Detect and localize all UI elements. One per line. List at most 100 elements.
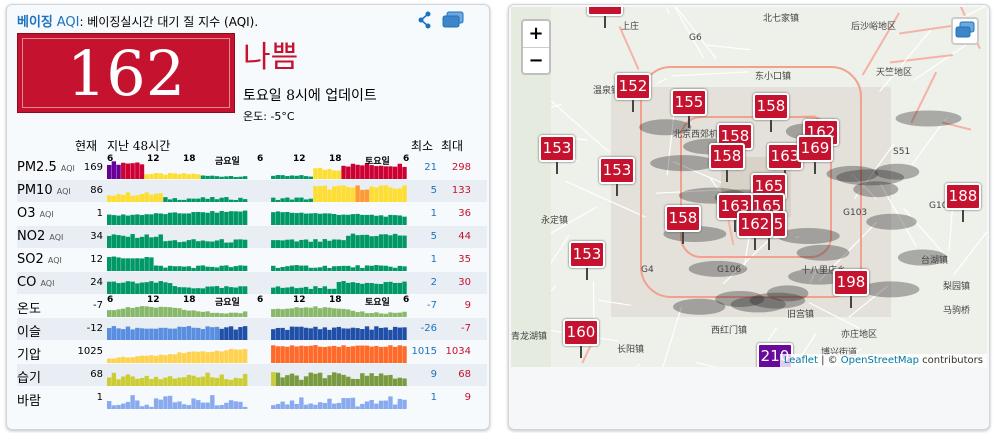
spark-bar bbox=[116, 235, 121, 248]
spark-bar bbox=[280, 287, 285, 294]
share-icon[interactable] bbox=[417, 11, 433, 29]
spark-bar bbox=[111, 372, 117, 386]
aqi-station-marker[interactable]: 158 bbox=[709, 143, 745, 182]
spark-bar bbox=[374, 345, 379, 363]
spark-bar bbox=[205, 311, 210, 317]
spark-bar bbox=[350, 346, 356, 363]
spark-bar bbox=[341, 345, 346, 363]
spark-bar bbox=[313, 168, 318, 179]
sparkline-7[interactable] bbox=[107, 318, 407, 340]
spark-bar bbox=[196, 311, 201, 317]
aqi-station-marker[interactable]: 158 bbox=[665, 205, 701, 244]
spark-bar bbox=[130, 307, 135, 317]
spark-bar bbox=[336, 170, 342, 179]
spark-bar bbox=[107, 281, 112, 294]
row-label[interactable]: CO AQI bbox=[17, 275, 55, 290]
spark-bar bbox=[360, 189, 365, 202]
map-place-label: G4 bbox=[641, 265, 654, 275]
zoom-out-button[interactable]: − bbox=[528, 50, 544, 71]
aqi-station-marker[interactable]: 163 bbox=[717, 193, 753, 232]
spark-bar bbox=[167, 173, 173, 179]
spark-bar bbox=[224, 313, 229, 317]
spark-bar bbox=[233, 211, 238, 225]
spark-bar bbox=[275, 175, 281, 179]
sparkline-4[interactable] bbox=[107, 249, 407, 271]
spark-bar bbox=[214, 199, 220, 202]
sparkline-6[interactable] bbox=[107, 295, 407, 317]
aqi-station-marker[interactable]: 153 bbox=[599, 157, 635, 196]
spark-bar bbox=[360, 311, 365, 317]
row-label[interactable]: 습기 bbox=[17, 371, 41, 386]
spark-bar bbox=[172, 240, 178, 248]
aqi-station-marker[interactable]: 210 bbox=[757, 343, 793, 367]
aqi-station-marker[interactable]: 160 bbox=[563, 319, 599, 358]
row-max: 36 bbox=[458, 208, 471, 219]
spark-bar bbox=[388, 166, 393, 179]
leaflet-link[interactable]: Leaflet bbox=[783, 355, 818, 366]
spark-bar bbox=[392, 282, 398, 294]
spark-bar bbox=[167, 376, 173, 386]
spark-bar bbox=[378, 185, 384, 202]
zoom-in-button[interactable]: + bbox=[523, 21, 549, 48]
sparkline-5[interactable] bbox=[107, 272, 407, 294]
row-label[interactable]: PM10 AQI bbox=[17, 183, 71, 198]
spark-bar bbox=[341, 308, 346, 317]
layers-icon[interactable] bbox=[441, 11, 465, 29]
spark-bar bbox=[107, 214, 112, 225]
spark-bar bbox=[360, 234, 365, 248]
sparkline-3[interactable] bbox=[107, 226, 407, 248]
spark-bar bbox=[186, 240, 192, 248]
sparkline-10[interactable] bbox=[107, 387, 407, 409]
aqi-station-marker[interactable]: 158 bbox=[753, 93, 789, 132]
map-place-label: 旧宫镇 bbox=[787, 310, 815, 320]
aqi-station-marker[interactable]: 155 bbox=[671, 89, 707, 128]
aqi-station-marker-partial[interactable] bbox=[587, 7, 623, 28]
spark-bar bbox=[369, 313, 374, 317]
spark-bar bbox=[378, 346, 384, 363]
aqi-station-marker[interactable]: 153 bbox=[539, 135, 575, 174]
spark-bar bbox=[167, 212, 173, 225]
spark-bar bbox=[294, 307, 299, 317]
spark-bar bbox=[121, 282, 126, 294]
spark-bar bbox=[271, 212, 276, 225]
aqi-station-marker[interactable]: 169 bbox=[797, 135, 833, 174]
city-name[interactable]: 베이징 bbox=[17, 15, 53, 30]
row-label[interactable]: SO2 AQI bbox=[17, 252, 62, 267]
row-label[interactable]: NO2 AQI bbox=[17, 229, 64, 244]
row-label[interactable]: O3 AQI bbox=[17, 206, 54, 221]
osm-link[interactable]: OpenStreetMap bbox=[840, 355, 919, 366]
row-label[interactable]: 기압 bbox=[17, 348, 41, 363]
spark-bar bbox=[374, 187, 379, 202]
aqi-station-marker[interactable]: 162 bbox=[737, 211, 773, 250]
sparkline-8[interactable] bbox=[107, 341, 407, 363]
spark-bar bbox=[350, 327, 356, 340]
aqi-station-marker[interactable]: 188 bbox=[945, 183, 981, 222]
aqi-station-marker[interactable]: 198 bbox=[833, 269, 869, 308]
spark-bar bbox=[285, 287, 290, 294]
sparkline-1[interactable] bbox=[107, 180, 407, 202]
spark-bar bbox=[135, 162, 140, 179]
spark-bar bbox=[341, 374, 346, 386]
sparkline-2[interactable] bbox=[107, 203, 407, 225]
map-layers-button[interactable] bbox=[951, 17, 979, 45]
spark-bar bbox=[308, 403, 313, 409]
time-label: 6 bbox=[257, 295, 264, 305]
row-2: O3 AQI 1 1 36 bbox=[17, 203, 487, 225]
spark-bar bbox=[163, 174, 168, 179]
spark-bar bbox=[116, 309, 121, 317]
spark-bar bbox=[153, 173, 159, 179]
aqi-station-marker[interactable]: 152 bbox=[615, 73, 651, 112]
time-label: 12 bbox=[147, 295, 160, 305]
time-label: 6 bbox=[403, 295, 410, 305]
sparkline-0[interactable] bbox=[107, 157, 407, 179]
aqi-station-marker[interactable]: 153 bbox=[569, 241, 605, 280]
aqi-label[interactable]: AQI bbox=[56, 15, 80, 30]
row-label[interactable]: PM2.5 AQI bbox=[17, 160, 75, 175]
panel-title: 베이징 AQI: 베이징실시간 대기 질 지수 (AQI). bbox=[17, 11, 258, 30]
row-label[interactable]: 온도 bbox=[17, 302, 41, 317]
spark-bar bbox=[392, 215, 398, 225]
map[interactable]: 北七家镇 后沙峪地区 天竺地区 上庄 温泉镇 东小口镇 北京西郊机场 永定镇 S51 G103 G1… bbox=[511, 7, 987, 367]
row-label[interactable]: 이슬 bbox=[17, 325, 41, 340]
sparkline-9[interactable] bbox=[107, 364, 407, 386]
row-label[interactable]: 바람 bbox=[17, 394, 41, 409]
